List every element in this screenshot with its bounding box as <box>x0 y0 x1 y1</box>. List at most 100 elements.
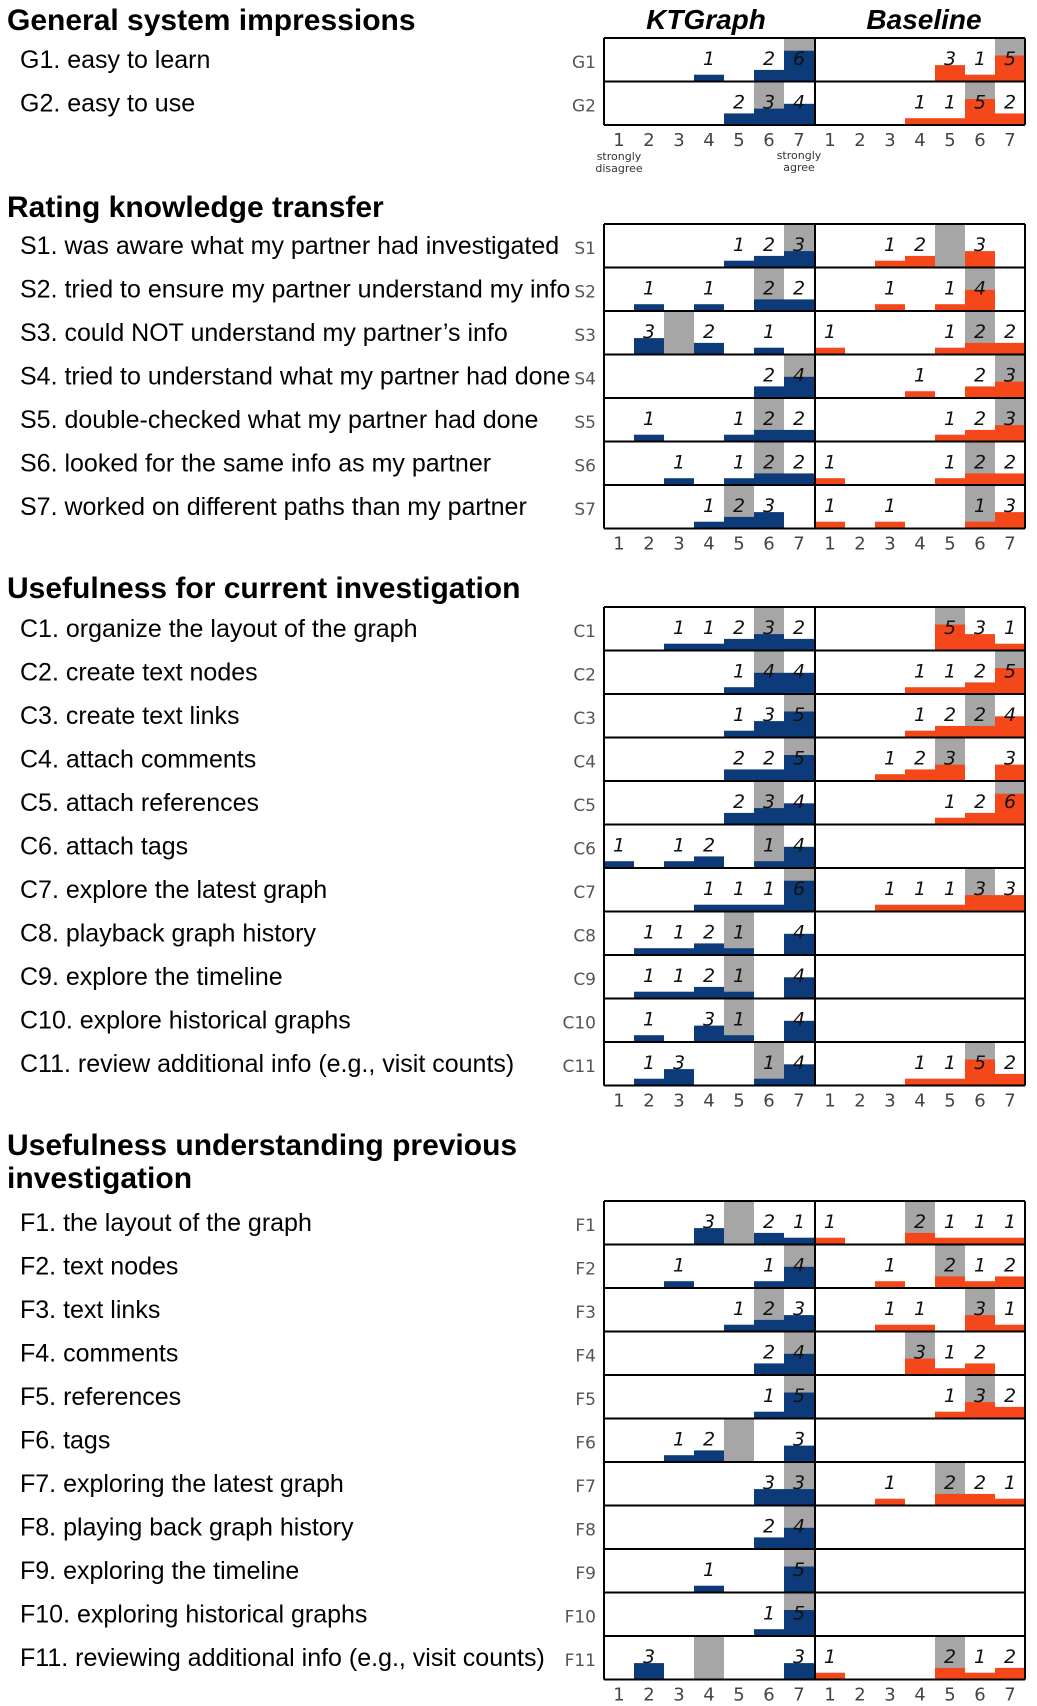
baseline-bar <box>935 904 965 912</box>
baseline-bar <box>875 1281 905 1288</box>
baseline-bar <box>995 425 1025 442</box>
ktgraph-count-label: 2 <box>733 495 745 517</box>
ktgraph-bar <box>724 991 754 999</box>
baseline-count-label: 3 <box>1004 408 1016 430</box>
baseline-count-label: 2 <box>974 452 986 474</box>
ktgraph-count-label: 2 <box>793 452 805 474</box>
ktgraph-count-label: 2 <box>763 278 775 300</box>
ktgraph-count-label: 6 <box>793 878 805 900</box>
baseline-count-label: 6 <box>1004 791 1016 813</box>
baseline-count-label: 1 <box>944 1342 956 1364</box>
baseline-count-label: 1 <box>824 1211 836 1233</box>
baseline-bar <box>995 668 1025 694</box>
baseline-count-label: 2 <box>1004 1646 1016 1668</box>
x-tick-label: 2 <box>643 534 654 555</box>
baseline-bar <box>935 304 965 311</box>
ktgraph-count-label: 4 <box>793 365 805 387</box>
baseline-bar <box>965 682 995 694</box>
question-label: C10. explore historical graphs <box>20 1006 351 1034</box>
ktgraph-count-label: 2 <box>733 617 745 639</box>
ktgraph-bar <box>754 255 784 268</box>
ktgraph-count-label: 4 <box>793 922 805 944</box>
question-label: C3. create text links <box>20 702 240 730</box>
x-tick-label: 2 <box>854 130 865 151</box>
x-tick-label: 5 <box>733 1091 744 1112</box>
row-id-label: F11 <box>565 1651 596 1671</box>
x-tick-label: 1 <box>824 1091 835 1112</box>
ktgraph-count-label: 2 <box>763 48 775 70</box>
baseline-count-label: 1 <box>914 1052 926 1074</box>
row-id-label: C6 <box>573 839 596 859</box>
ktgraph-bar <box>724 730 754 738</box>
baseline-bar <box>965 1402 995 1419</box>
ktgraph-bar <box>754 721 784 738</box>
ktgraph-bar <box>784 803 814 825</box>
baseline-count-label: 1 <box>824 495 836 517</box>
ktgraph-bar <box>754 386 784 398</box>
baseline-bar <box>965 289 995 311</box>
baseline-bar <box>875 904 905 912</box>
question-label: F4. comments <box>20 1339 178 1367</box>
ktgraph-bar <box>694 521 724 529</box>
baseline-count-label: 2 <box>944 1255 956 1277</box>
ktgraph-count-label: 1 <box>673 835 685 857</box>
baseline-count-label: 2 <box>974 365 986 387</box>
baseline-bar <box>995 793 1025 825</box>
ktgraph-count-label: 2 <box>763 452 775 474</box>
ktgraph-count-label: 4 <box>793 1009 805 1031</box>
baseline-count-label: 1 <box>884 278 896 300</box>
ktgraph-count-label: 1 <box>643 965 655 987</box>
ktgraph-bar <box>724 434 754 442</box>
ktgraph-count-label: 1 <box>733 408 745 430</box>
baseline-bar <box>905 255 935 268</box>
baseline-bar <box>935 1368 965 1375</box>
ktgraph-bar <box>784 1610 814 1636</box>
x-tick-label: 7 <box>1004 1091 1015 1112</box>
row-id-label: C8 <box>573 926 596 946</box>
baseline-bar <box>965 812 995 825</box>
ktgraph-bar <box>754 904 784 912</box>
baseline-count-label: 3 <box>1004 495 1016 517</box>
ktgraph-count-label: 1 <box>703 878 715 900</box>
ktgraph-count-label: 2 <box>763 234 775 256</box>
baseline-bar <box>965 429 995 442</box>
baseline-bar <box>995 512 1025 529</box>
baseline-bar <box>995 113 1025 125</box>
ktgraph-bar <box>754 861 784 868</box>
baseline-count-label: 3 <box>974 1385 986 1407</box>
row-id-label: F4 <box>575 1346 596 1366</box>
ktgraph-count-label: 1 <box>733 452 745 474</box>
scale-note-low: strongly <box>597 150 642 163</box>
ktgraph-count-label: 2 <box>763 1211 775 1233</box>
ktgraph-bar <box>784 1064 814 1086</box>
ktgraph-bar <box>754 1363 784 1375</box>
baseline-count-label: 2 <box>1004 452 1016 474</box>
baseline-bar <box>965 99 995 125</box>
ktgraph-count-label: 3 <box>643 321 655 343</box>
ktgraph-count-label: 1 <box>733 661 745 683</box>
ktgraph-bar <box>724 260 754 268</box>
baseline-bar <box>815 347 845 355</box>
ktgraph-bar <box>784 846 814 868</box>
ktgraph-count-label: 1 <box>763 878 775 900</box>
question-label: S4. tried to understand what my partner … <box>20 362 570 390</box>
question-label: F9. exploring the timeline <box>20 1557 299 1585</box>
baseline-bar <box>935 1276 965 1288</box>
row-id-label: C2 <box>573 665 596 685</box>
ktgraph-bar <box>754 299 784 311</box>
baseline-count-label: 2 <box>1004 92 1016 114</box>
baseline-count-label: 3 <box>974 234 986 256</box>
ktgraph-count-label: 3 <box>763 495 775 517</box>
row-id-label: G2 <box>572 96 596 116</box>
row-id-label: C4 <box>573 752 596 772</box>
ktgraph-bar <box>634 338 664 355</box>
baseline-count-label: 4 <box>1004 704 1016 726</box>
x-tick-label: 1 <box>613 534 624 555</box>
baseline-count-label: 3 <box>974 1298 986 1320</box>
ktgraph-bar <box>694 904 724 912</box>
baseline-bar <box>965 1281 995 1288</box>
ktgraph-count-label: 3 <box>793 1472 805 1494</box>
ktgraph-bar <box>784 711 814 738</box>
question-label: C8. playback graph history <box>20 919 316 947</box>
x-tick-label: 1 <box>824 534 835 555</box>
